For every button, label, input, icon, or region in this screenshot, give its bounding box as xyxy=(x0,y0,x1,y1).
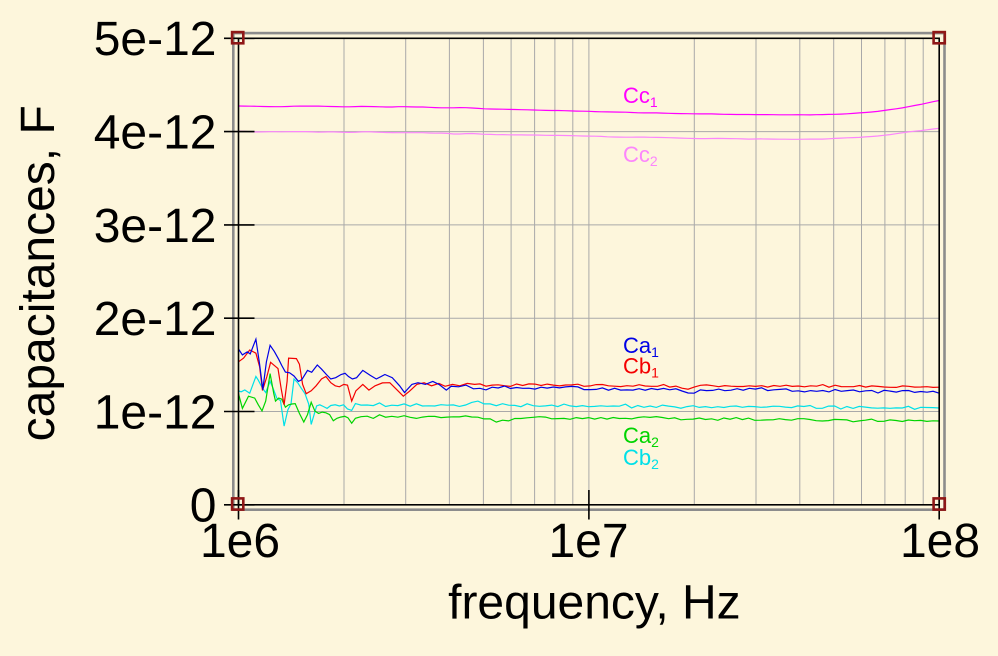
svg-text:capacitances, F: capacitances, F xyxy=(12,105,65,441)
svg-text:1e8: 1e8 xyxy=(900,515,980,568)
svg-text:4e-12: 4e-12 xyxy=(94,107,217,160)
svg-text:5e-12: 5e-12 xyxy=(94,13,217,66)
svg-text:1e6: 1e6 xyxy=(200,515,280,568)
svg-text:1e-12: 1e-12 xyxy=(94,386,217,439)
svg-text:frequency, Hz: frequency, Hz xyxy=(448,577,741,630)
svg-text:3e-12: 3e-12 xyxy=(94,200,217,253)
svg-text:0: 0 xyxy=(190,480,217,533)
svg-text:2e-12: 2e-12 xyxy=(94,293,217,346)
svg-text:1e7: 1e7 xyxy=(548,515,628,568)
